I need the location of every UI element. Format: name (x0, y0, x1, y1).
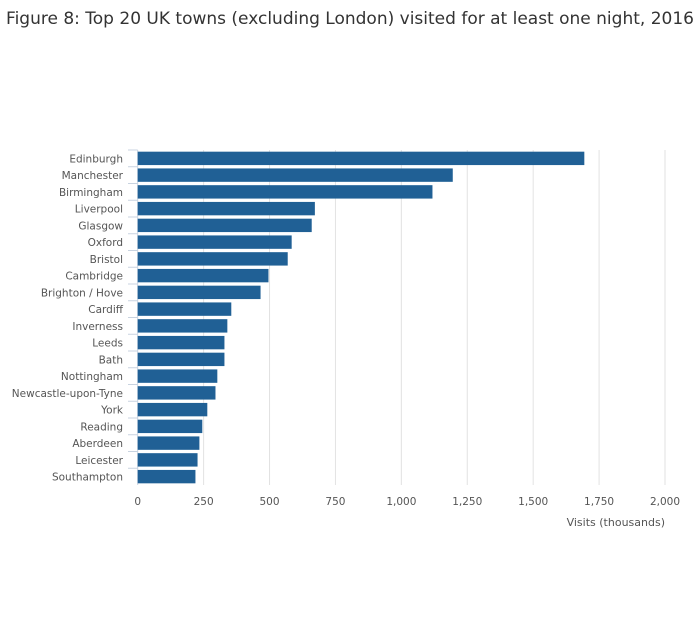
y-tick-label: Cambridge (65, 271, 123, 283)
y-tick-label: Birmingham (59, 187, 123, 199)
x-tick-label: 2,000 (650, 496, 680, 508)
y-tick-label: Brighton / Hove (41, 287, 123, 299)
x-tick-label: 500 (260, 496, 280, 508)
bar-leeds (137, 335, 225, 350)
y-tick-label: York (100, 405, 124, 417)
x-axis-label: Visits (thousands) (567, 516, 665, 529)
bar-liverpool (137, 201, 315, 216)
x-tick-label: 1,000 (386, 496, 416, 508)
y-tick-label: Edinburgh (69, 153, 123, 165)
bar-york (137, 402, 208, 417)
y-tick-label: Manchester (62, 170, 124, 182)
y-tick-label: Bath (99, 354, 123, 366)
chart-title: Figure 8: Top 20 UK towns (excluding Lon… (6, 9, 694, 29)
bar-reading (137, 419, 203, 434)
bar-cambridge (137, 268, 269, 283)
y-tick-label: Leicester (75, 455, 123, 467)
x-tick-label: 750 (325, 496, 345, 508)
y-tick-label: Leeds (92, 338, 123, 350)
x-tick-label: 1,500 (518, 496, 548, 508)
y-tick-label: Liverpool (75, 204, 123, 216)
y-tick-label: Bristol (90, 254, 123, 266)
bar-birmingham (137, 185, 433, 199)
y-tick-label: Inverness (72, 321, 123, 333)
x-tick-label: 0 (134, 496, 141, 508)
y-tick-label: Southampton (52, 472, 123, 484)
y-tick-label: Nottingham (61, 371, 123, 383)
x-tick-label: 1,750 (584, 496, 614, 508)
y-tick-label: Oxford (88, 237, 123, 249)
bar-oxford (137, 235, 292, 249)
bar-glasgow (137, 218, 312, 233)
x-tick-label: 250 (194, 496, 214, 508)
bar-manchester (137, 168, 453, 182)
y-tick-label: Cardiff (88, 304, 123, 316)
bar-leicester (137, 453, 198, 467)
bar-nottingham (137, 369, 218, 383)
bar-cardiff (137, 302, 232, 316)
bar-edinburgh (137, 151, 585, 166)
bar-aberdeen (137, 436, 200, 450)
y-tick-label: Glasgow (78, 220, 123, 232)
y-tick-label: Aberdeen (72, 438, 123, 450)
y-tick-label: Newcastle-upon-Tyne (12, 388, 123, 400)
bar-southampton (137, 469, 196, 484)
x-tick-label: 1,250 (452, 496, 482, 508)
bar-brighton-hove (137, 285, 261, 300)
bar-inverness (137, 319, 228, 333)
bar-newcastle-upon-tyne (137, 386, 216, 400)
bar-bath (137, 352, 225, 367)
y-tick-label: Reading (80, 421, 123, 433)
bar-bristol (137, 252, 288, 266)
